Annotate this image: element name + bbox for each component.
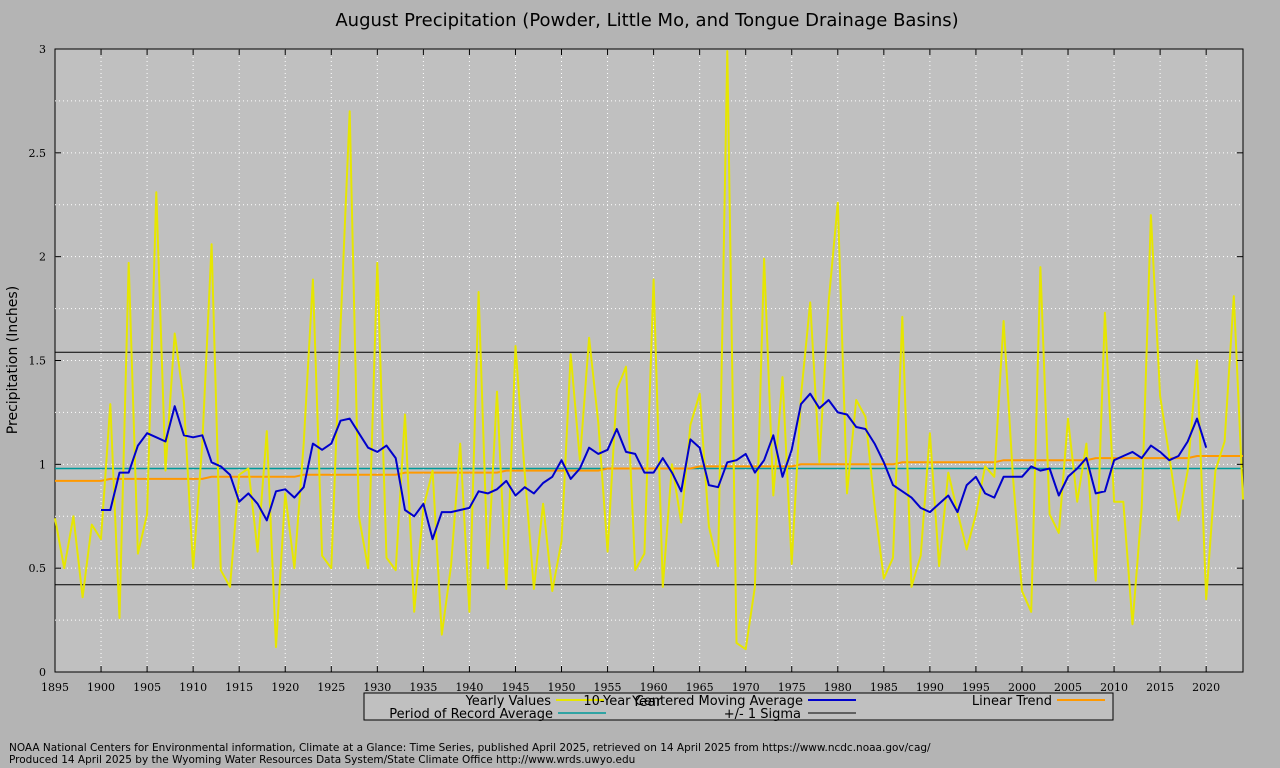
legend-label-yearly: Yearly Values <box>465 694 552 709</box>
x-tick-label: 1940 <box>455 681 483 694</box>
x-tick-label: 1990 <box>916 681 944 694</box>
x-tick-label: 1925 <box>317 681 345 694</box>
x-tick-label: 1970 <box>732 681 760 694</box>
y-tick-label: 0.5 <box>29 562 47 575</box>
legend-label-moving-average: 10-Year Centered Moving Average <box>583 694 803 709</box>
legend: Yearly Values 10-Year Centered Moving Av… <box>363 692 1114 722</box>
linear-trend-line <box>55 455 1243 482</box>
footer: NOAA National Centers for Environmental … <box>9 742 931 766</box>
x-tick-label: 1915 <box>225 681 253 694</box>
x-tick-label: 1900 <box>87 681 115 694</box>
moving-average-line <box>101 392 1208 541</box>
axis-ticks: 0 0.5 1 1.5 2 2.5 3 1895 1900 1905 1910 1915 1920 192… <box>29 43 1243 694</box>
footer-source: NOAA National Centers for Environmental … <box>9 742 931 754</box>
x-tick-label: 1985 <box>870 681 898 694</box>
legend-label-sigma: +/- 1 Sigma <box>724 707 801 722</box>
x-tick-label: 2010 <box>1100 681 1128 694</box>
reference-lines <box>55 351 1243 586</box>
x-tick-label: 2015 <box>1146 681 1174 694</box>
x-tick-label: 1945 <box>501 681 529 694</box>
y-tick-label: 0 <box>39 666 46 679</box>
x-axis-label: Year <box>631 694 662 710</box>
x-tick-label: 1910 <box>179 681 207 694</box>
x-tick-label: 1905 <box>133 681 161 694</box>
y-tick-label: 2 <box>39 251 46 264</box>
y-tick-label: 1.5 <box>29 355 47 368</box>
x-tick-label: 1950 <box>548 681 576 694</box>
x-tick-label: 2000 <box>1008 681 1036 694</box>
y-axis-label: Precipitation (Inches) <box>5 286 21 434</box>
precipitation-chart: August Precipitation (Powder, Little Mo,… <box>5 10 1244 722</box>
legend-box <box>363 692 1114 721</box>
x-tick-label: 1895 <box>41 681 69 694</box>
x-tick-label: 1965 <box>686 681 714 694</box>
x-tick-label: 1930 <box>363 681 391 694</box>
x-tick-label: 1935 <box>409 681 437 694</box>
series-lines <box>54 50 1244 651</box>
x-tick-label: 2005 <box>1054 681 1082 694</box>
x-tick-label: 1960 <box>640 681 668 694</box>
y-tick-label: 2.5 <box>29 147 47 160</box>
x-tick-label: 1955 <box>594 681 622 694</box>
x-tick-label: 1920 <box>271 681 299 694</box>
y-tick-label: 1 <box>39 458 46 471</box>
x-tick-label: 1980 <box>824 681 852 694</box>
y-tick-label: 3 <box>39 43 46 56</box>
x-tick-label: 2020 <box>1192 681 1220 694</box>
legend-label-linear-trend: Linear Trend <box>972 694 1052 709</box>
x-tick-label: 1995 <box>962 681 990 694</box>
chart-title: August Precipitation (Powder, Little Mo,… <box>335 10 958 31</box>
footer-producer: Produced 14 April 2025 by the Wyoming Wa… <box>9 754 636 766</box>
yearly-values-line <box>54 50 1244 651</box>
plot-area <box>54 48 1244 673</box>
legend-label-period-average: Period of Record Average <box>389 707 553 722</box>
x-tick-label: 1975 <box>778 681 806 694</box>
